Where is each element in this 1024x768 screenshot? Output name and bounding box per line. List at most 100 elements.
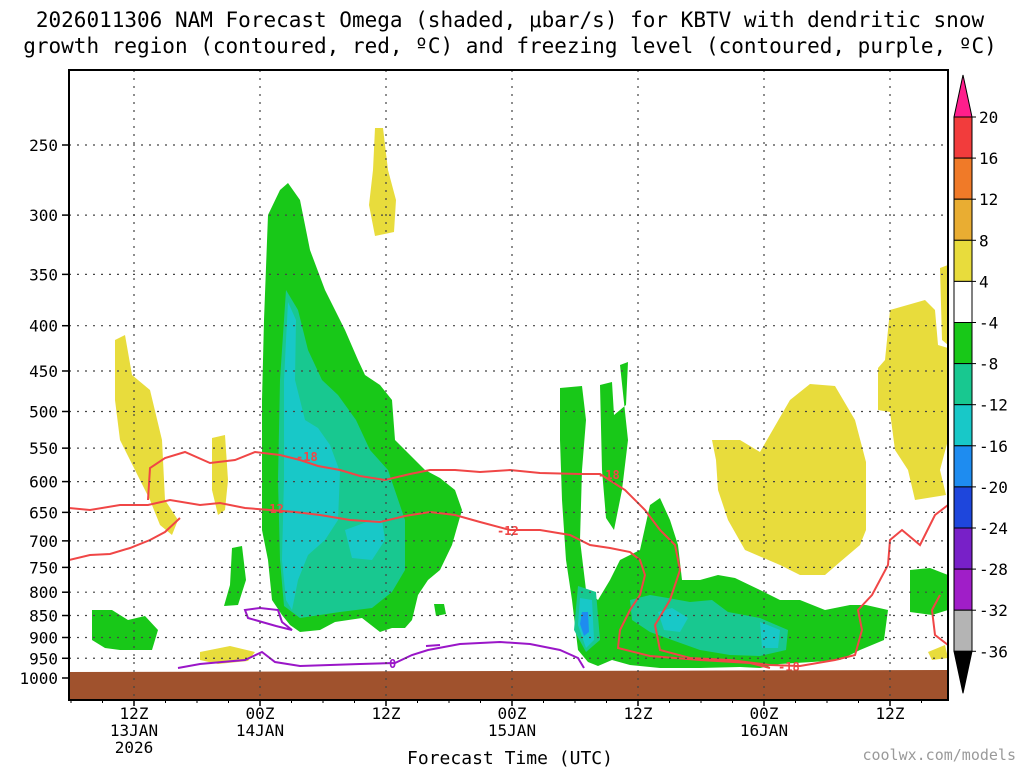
- colorbar-label: -24: [979, 519, 1008, 538]
- y-tick-label: 300: [29, 206, 58, 225]
- y-tick-label: 250: [29, 136, 58, 155]
- omega-area-yellow: [212, 435, 228, 515]
- x-tick-label: 13JAN: [110, 721, 158, 740]
- x-tick-label: 2026: [115, 738, 154, 757]
- omega-area-green: [92, 610, 158, 650]
- colorbar: 20 16 12 8 4 -4 -8 -12 -16 -20 -24 -28 -32 -36: [953, 74, 1008, 694]
- plot-layers: -18 -12 -12 -18 -18 0: [69, 128, 948, 700]
- colorbar-label: -28: [979, 560, 1008, 579]
- contour-label: -18: [598, 468, 620, 482]
- colorbar-box: [953, 404, 973, 447]
- colorbar-box: [953, 527, 973, 570]
- omega-area-cyan: [658, 608, 688, 632]
- y-tick-label: 800: [29, 583, 58, 602]
- x-tick-label: 12Z: [120, 704, 149, 723]
- y-tick-label: 650: [29, 503, 58, 522]
- x-tick-label: 16JAN: [740, 721, 788, 740]
- y-tick-label: 950: [29, 649, 58, 668]
- freezing-level-contours: [177, 606, 585, 669]
- contour-zero-loop: [243, 606, 293, 631]
- x-axis-label: Forecast Time (UTC): [407, 748, 613, 768]
- omega-area-green: [434, 604, 446, 616]
- colorbar-label: 16: [979, 149, 998, 168]
- y-tick-label: 500: [29, 403, 58, 422]
- omega-area-yellow: [878, 300, 948, 500]
- omega-area-yellow: [928, 645, 948, 660]
- colorbar-label: -16: [979, 437, 1008, 456]
- colorbar-box: [953, 116, 973, 159]
- omega-area-yellow: [369, 128, 396, 236]
- chart-title-line2: growth region (contoured, red, ºC) and f…: [23, 34, 997, 58]
- y-tick-label: 850: [29, 607, 58, 626]
- x-tick-label: 00Z: [750, 704, 779, 723]
- colorbar-label: -36: [979, 642, 1008, 661]
- colorbar-arrow-top: [953, 74, 973, 118]
- grid-lines: [69, 70, 948, 700]
- omega-area-yellow: [940, 265, 948, 345]
- contour-minus18: [147, 450, 948, 668]
- x-tick-label: 00Z: [498, 704, 527, 723]
- x-tick-label: 12Z: [876, 704, 905, 723]
- colorbar-label: -4: [979, 314, 998, 333]
- colorbar-box: [953, 609, 973, 652]
- colorbar-label: 4: [979, 272, 989, 291]
- omega-area-green: [224, 546, 246, 606]
- omega-area-cyan: [345, 520, 385, 560]
- y-tick-label: 900: [29, 628, 58, 647]
- omega-area-yellow: [712, 384, 866, 575]
- contour-zero: [177, 640, 585, 669]
- y-tick-label: 600: [29, 473, 58, 492]
- contour-label: -18: [296, 450, 318, 464]
- colorbar-label: -32: [979, 601, 1008, 620]
- colorbar-box: [953, 486, 973, 529]
- colorbar-box: [953, 239, 973, 282]
- colorbar-box: [953, 322, 973, 365]
- y-tick-label: 700: [29, 532, 58, 551]
- colorbar-box: [953, 198, 973, 241]
- omega-area-blue: [580, 612, 589, 636]
- colorbar-label: -12: [979, 396, 1008, 415]
- colorbar-label: 8: [979, 231, 989, 250]
- omega-area-green: [910, 568, 948, 615]
- ground-surface: [69, 670, 948, 700]
- colorbar-label: -8: [979, 355, 998, 374]
- colorbar-label: 12: [979, 190, 998, 209]
- x-tick-label: 14JAN: [236, 721, 284, 740]
- colorbar-box: [953, 445, 973, 488]
- y-axis: 250 300 350 400 450 500 550 600 650 700 750 800 850 9…: [19, 136, 69, 688]
- omega-area-cyan: [760, 622, 780, 648]
- contour-minus12-low: [69, 517, 181, 561]
- x-tick-label: 12Z: [624, 704, 653, 723]
- x-tick-label: 15JAN: [488, 721, 536, 740]
- omega-area-cyan: [282, 302, 340, 610]
- x-tick-label: 00Z: [246, 704, 275, 723]
- y-tick-label: 350: [29, 265, 58, 284]
- y-tick-label: 550: [29, 439, 58, 458]
- y-tick-label: 1000: [19, 669, 58, 688]
- x-tick-label: 12Z: [372, 704, 401, 723]
- contour-label: -12: [262, 502, 284, 516]
- colorbar-label: 20: [979, 108, 998, 127]
- colorbar-box: [953, 280, 973, 323]
- y-tick-label: 450: [29, 362, 58, 381]
- dgz-contours: [69, 450, 948, 669]
- y-tick-label: 400: [29, 317, 58, 336]
- colorbar-label: -20: [979, 478, 1008, 497]
- plot-frame: [68, 69, 949, 701]
- omega-cyan-areas: [282, 302, 780, 648]
- contour-zero-seg: [425, 644, 441, 647]
- colorbar-box: [953, 568, 973, 611]
- colorbar-arrow-bottom: [953, 650, 973, 694]
- omega-positive-areas: [115, 128, 948, 664]
- contour-edge: [930, 594, 948, 646]
- contour-minus12: [69, 498, 771, 669]
- colorbar-box: [953, 157, 973, 200]
- omega-area-green: [600, 362, 628, 530]
- contour-label: -12: [497, 524, 519, 538]
- credit-link[interactable]: coolwx.com/models: [862, 746, 1016, 764]
- y-tick-label: 750: [29, 558, 58, 577]
- omega-area-yellow: [115, 335, 178, 535]
- colorbar-box: [953, 363, 973, 406]
